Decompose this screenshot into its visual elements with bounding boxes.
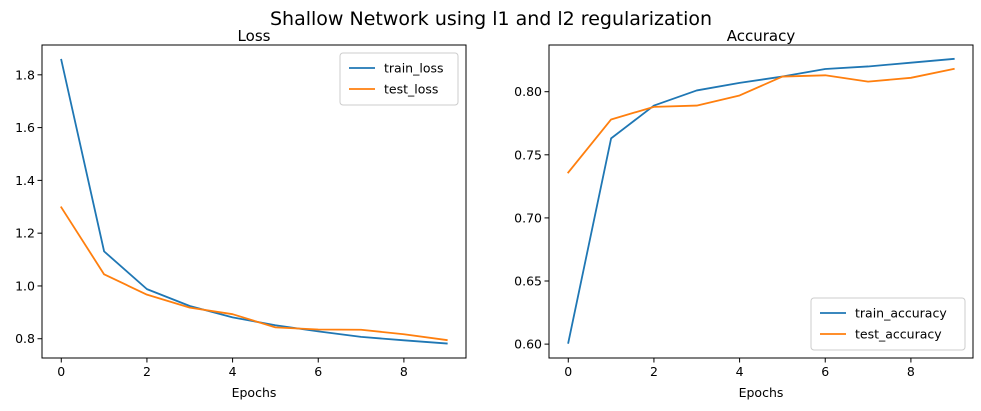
- x-tick-label: 4: [736, 364, 744, 379]
- x-tick-label: 2: [143, 364, 151, 379]
- y-tick-label: 0.70: [514, 210, 542, 225]
- y-tick-label: 1.8: [15, 67, 35, 82]
- chart-title: Accuracy: [727, 27, 796, 45]
- series-line-test_accuracy: [567, 67, 955, 174]
- y-tick-label: 0.65: [514, 274, 542, 289]
- chart-panel-2: Accuracy 0 2 4 6 8 0.60 0.65 0.70 0.75 0.80 Epochs t…: [514, 27, 974, 400]
- y-tick-label: 1.2: [15, 226, 35, 241]
- y-tick-label: 1.6: [15, 120, 35, 135]
- x-tick-label: 6: [821, 364, 829, 379]
- y-tick-label: 0.75: [514, 147, 542, 162]
- x-tick-label: 0: [564, 364, 572, 379]
- y-tick-label: 1.0: [15, 278, 35, 293]
- chart-panel-1: Loss 0 2 4 6 8 0.8 1.0 1.2 1.4 1.6 1.8 Epochs train_l…: [15, 27, 467, 400]
- axes-frame: [41, 44, 467, 359]
- legend-box: [810, 297, 966, 351]
- legend: train_loss test_loss: [339, 52, 459, 106]
- y-tick-label: 1.4: [15, 173, 35, 188]
- chart-title: Loss: [238, 27, 271, 45]
- series-line-train_accuracy: [567, 57, 955, 344]
- x-tick-label: 4: [229, 364, 237, 379]
- y-tick-label: 0.60: [514, 337, 542, 352]
- axes-frame: [548, 44, 974, 359]
- x-axis-label: Epochs: [232, 385, 277, 400]
- figure-title: Shallow Network using l1 and l2 regulari…: [270, 8, 712, 30]
- x-tick-label: 6: [314, 364, 322, 379]
- legend-label: test_accuracy: [855, 327, 942, 342]
- legend-box: [339, 52, 459, 106]
- y-tick-label: 0.8: [15, 331, 35, 346]
- legend: train_accuracy test_accuracy: [810, 297, 966, 351]
- series-line-test_loss: [60, 206, 448, 342]
- legend-label: train_accuracy: [855, 306, 947, 321]
- y-tick-label: 0.80: [514, 84, 542, 99]
- legend-label: test_loss: [384, 82, 438, 97]
- legend-label: train_loss: [384, 61, 444, 76]
- x-tick-label: 2: [650, 364, 658, 379]
- x-tick-label: 8: [400, 364, 408, 379]
- x-axis-label: Epochs: [739, 385, 784, 400]
- x-tick-label: 0: [57, 364, 65, 379]
- x-tick-label: 8: [907, 364, 915, 379]
